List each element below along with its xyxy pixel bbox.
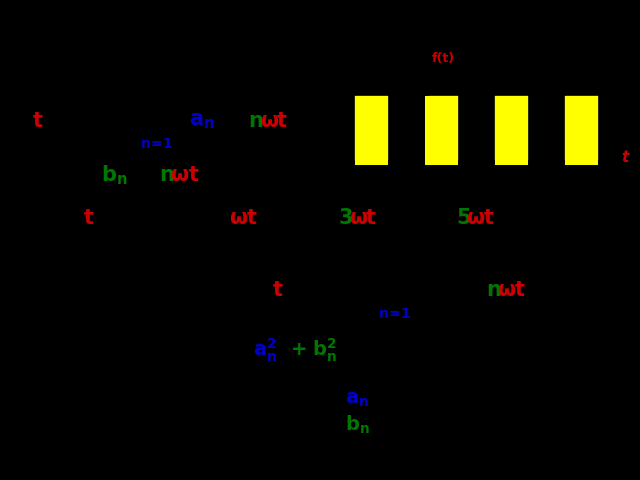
Text: t: t <box>622 150 629 165</box>
Text: $\mathbf{cos}$: $\mathbf{cos}$ <box>216 111 256 131</box>
Text: $\mathbf{+\ b_n^2}$: $\mathbf{+\ b_n^2}$ <box>290 336 337 364</box>
Text: $\mathbf{b_n}$: $\mathbf{b_n}$ <box>101 164 127 187</box>
Text: $\mathbf{a_n}$: $\mathbf{a_n}$ <box>345 390 369 409</box>
Text: $\mathbf{f(}$: $\mathbf{f(}$ <box>6 109 26 132</box>
Text: $\mathbf{A_n}$: $\mathbf{A_n}$ <box>414 278 442 302</box>
Text: $\mathbf{n\!=\!1}$: $\mathbf{n\!=\!1}$ <box>140 137 173 152</box>
Text: -1: -1 <box>383 180 395 193</box>
Text: $\mathbf{t}$: $\mathbf{t}$ <box>272 280 284 300</box>
Text: $\mathbf{t}$: $\mathbf{t}$ <box>83 208 95 228</box>
Text: $\mathbf{t}$: $\mathbf{t}$ <box>188 166 199 185</box>
Text: $\mathbf{2}$: $\mathbf{2}$ <box>281 197 295 216</box>
Text: $\mathbf{n}$: $\mathbf{n}$ <box>159 166 174 185</box>
Text: $\mathbf{\omega}$: $\mathbf{\omega}$ <box>497 280 516 300</box>
Text: $\mathbf{\infty}$: $\mathbf{\infty}$ <box>150 95 164 113</box>
Text: $\mathbf{f(}$: $\mathbf{f(}$ <box>246 279 266 302</box>
Text: 3: 3 <box>525 180 533 193</box>
Text: $\mathbf{+}$: $\mathbf{+}$ <box>83 166 100 185</box>
Text: 5: 5 <box>595 180 603 193</box>
Text: $\mathbf{t}$: $\mathbf{t}$ <box>32 111 44 131</box>
Text: $\mathbf{\phi_n = -tan}$: $\mathbf{\phi_n = -tan}$ <box>173 401 291 425</box>
Text: $\mathbf{+\cdots}$: $\mathbf{+\cdots}$ <box>495 206 534 227</box>
Text: $\mathbf{+\ \phi_n)}$: $\mathbf{+\ \phi_n)}$ <box>525 278 588 302</box>
Text: $\mathbf{t}$: $\mathbf{t}$ <box>365 208 377 228</box>
Text: $\mathbf{sin}$: $\mathbf{sin}$ <box>200 208 234 228</box>
Text: $\mathbf{where:}$: $\mathbf{where:}$ <box>38 349 124 369</box>
Text: $\mathbf{) = a_0 + }$: $\mathbf{) = a_0 + }$ <box>284 278 365 302</box>
Text: $\mathbf{\omega}$: $\mathbf{\omega}$ <box>170 166 189 185</box>
Text: f(t): f(t) <box>431 52 455 65</box>
Text: $\mathbf{2}$: $\mathbf{2}$ <box>126 220 140 239</box>
Text: $\mathbf{\omega}$: $\mathbf{\omega}$ <box>349 208 368 228</box>
Text: $\mathbf{n}$: $\mathbf{n}$ <box>248 111 264 131</box>
Text: $\mathbf{sin}$: $\mathbf{sin}$ <box>128 166 163 185</box>
Text: $\mathbf{b_n}$: $\mathbf{b_n}$ <box>345 413 369 436</box>
Text: $\mathbf{f(}$: $\mathbf{f(}$ <box>58 206 77 229</box>
Text: $\mathbf{Can\ be\ written\ as:}$: $\mathbf{Can\ be\ written\ as:}$ <box>6 280 225 300</box>
Text: The Amplitude Phase Form: The Amplitude Phase Form <box>141 57 499 81</box>
Text: $\mathbf{t}$: $\mathbf{t}$ <box>246 208 257 228</box>
Text: $\mathbf{a_n^2}$: $\mathbf{a_n^2}$ <box>253 336 276 364</box>
Bar <box>494 96 529 166</box>
Text: 2: 2 <box>490 180 498 193</box>
Text: $\mathbf{3}$: $\mathbf{3}$ <box>338 208 353 228</box>
Text: $\mathbf{t}$: $\mathbf{t}$ <box>276 111 288 131</box>
Text: $\mathbf{t}$: $\mathbf{t}$ <box>514 280 525 300</box>
Text: $\mathbf{\pi}$: $\mathbf{\pi}$ <box>172 220 189 239</box>
Text: $\mathbf{+}$: $\mathbf{+}$ <box>259 208 276 228</box>
Text: 1: 1 <box>410 89 418 102</box>
Text: $\mathbf{cos(}$: $\mathbf{cos(}$ <box>446 279 495 302</box>
Text: $\mathbf{3\pi}$: $\mathbf{3\pi}$ <box>273 220 303 239</box>
Text: $\mathbf{+}$: $\mathbf{+}$ <box>378 208 395 228</box>
Text: $\mathbf{\omega}$: $\mathbf{\omega}$ <box>229 208 248 228</box>
Text: $\mathbf{5\pi}$: $\mathbf{5\pi}$ <box>392 220 421 239</box>
Text: 1: 1 <box>455 180 463 193</box>
Text: $\mathbf{\omega}$: $\mathbf{\omega}$ <box>260 111 279 131</box>
Text: $\mathbf{t}$: $\mathbf{t}$ <box>483 208 494 228</box>
Text: $\mathbf{(}$: $\mathbf{(}$ <box>178 109 188 132</box>
Text: $\mathbf{\omega}$: $\mathbf{\omega}$ <box>466 208 485 228</box>
Text: $\mathbf{sin}$: $\mathbf{sin}$ <box>428 208 462 228</box>
Text: -2: -2 <box>348 180 360 193</box>
Text: 0: 0 <box>420 180 428 193</box>
Text: $\mathbf{) = a_0 + }$: $\mathbf{) = a_0 + }$ <box>44 109 125 133</box>
Text: $\mathbf{\Sigma}$: $\mathbf{\Sigma}$ <box>148 108 166 134</box>
Text: $\mathbf{\Sigma}$: $\mathbf{\Sigma}$ <box>386 277 404 303</box>
Bar <box>424 96 459 166</box>
Text: $\mathbf{n}$: $\mathbf{n}$ <box>486 280 501 300</box>
Bar <box>354 96 389 166</box>
Text: 4: 4 <box>560 180 568 193</box>
Text: $\mathbf{A_n =}$: $\mathbf{A_n =}$ <box>173 347 221 371</box>
Text: $\mathbf{sin}$: $\mathbf{sin}$ <box>309 208 344 228</box>
Text: $\mathbf{2}$: $\mathbf{2}$ <box>399 197 413 216</box>
Text: $\mathbf{1}$: $\mathbf{1}$ <box>126 197 140 216</box>
Text: $\mathbf{5}$: $\mathbf{5}$ <box>456 208 471 228</box>
Text: $\mathbf{2}$: $\mathbf{2}$ <box>173 197 188 216</box>
Text: $\mathbf{)\!=\!}$: $\mathbf{)\!=\!}$ <box>95 206 122 229</box>
Text: $\mathbf{a_n}$: $\mathbf{a_n}$ <box>189 111 215 131</box>
Text: $\mathbf{\infty}$: $\mathbf{\infty}$ <box>388 262 402 280</box>
Bar <box>564 96 599 166</box>
Text: $\mathbf{n\!=\!1}$: $\mathbf{n\!=\!1}$ <box>378 307 412 321</box>
Text: $\mathbf{)}$: $\mathbf{)}$ <box>197 164 207 187</box>
Text: $\mathbf{+}$: $\mathbf{+}$ <box>152 208 170 228</box>
